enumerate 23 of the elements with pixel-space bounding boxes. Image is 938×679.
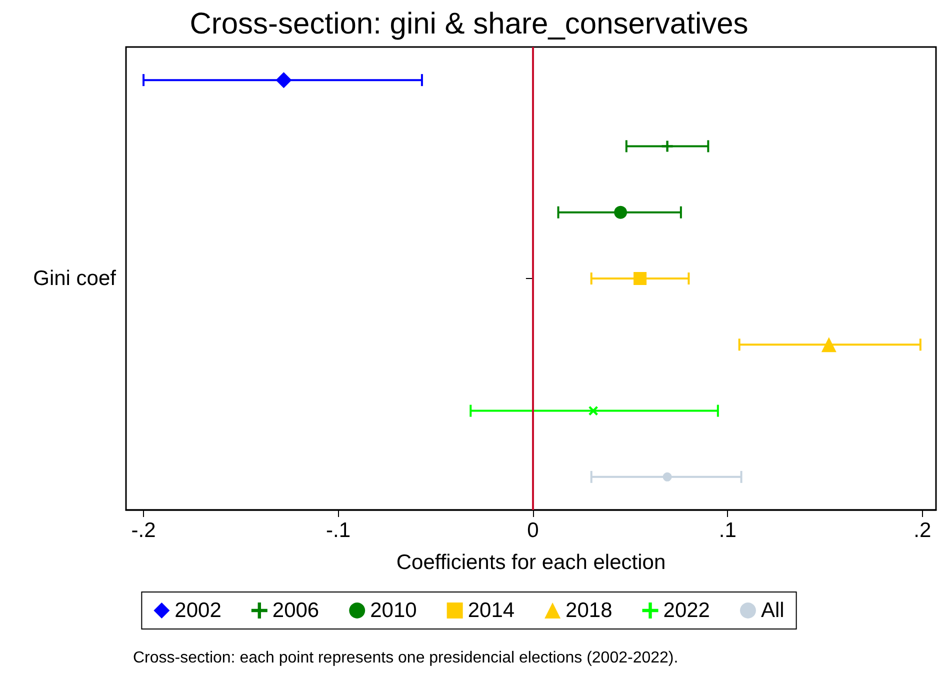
point — [662, 140, 673, 152]
legend-label: 2022 — [663, 599, 710, 622]
point — [588, 406, 598, 416]
text: Cross-section: each point represents one presidencial elections (2002-2022). — [133, 650, 678, 666]
legend-label: 2018 — [566, 599, 612, 622]
point — [634, 272, 647, 285]
x-tick-label: -.2 — [131, 519, 156, 542]
legend-label: 2006 — [272, 599, 320, 622]
legend-label: 2010 — [370, 599, 417, 622]
legend-label: 2014 — [468, 599, 515, 622]
point — [276, 72, 292, 88]
x-tick-label: -.1 — [326, 519, 350, 542]
point — [821, 337, 836, 352]
x-tick-label: .2 — [914, 519, 932, 542]
point — [662, 472, 672, 482]
x-tick-label: 0 — [527, 519, 539, 542]
legend-label: All — [760, 599, 784, 622]
x-axis-title: Coefficients for each election — [396, 551, 666, 574]
chart-title: Cross-section: gini & share_conservatives — [190, 8, 748, 40]
x-tick-label: .1 — [718, 519, 736, 542]
point — [614, 206, 628, 219]
y-tick-label: Gini coef — [33, 267, 116, 290]
legend-label: 2002 — [174, 599, 222, 622]
